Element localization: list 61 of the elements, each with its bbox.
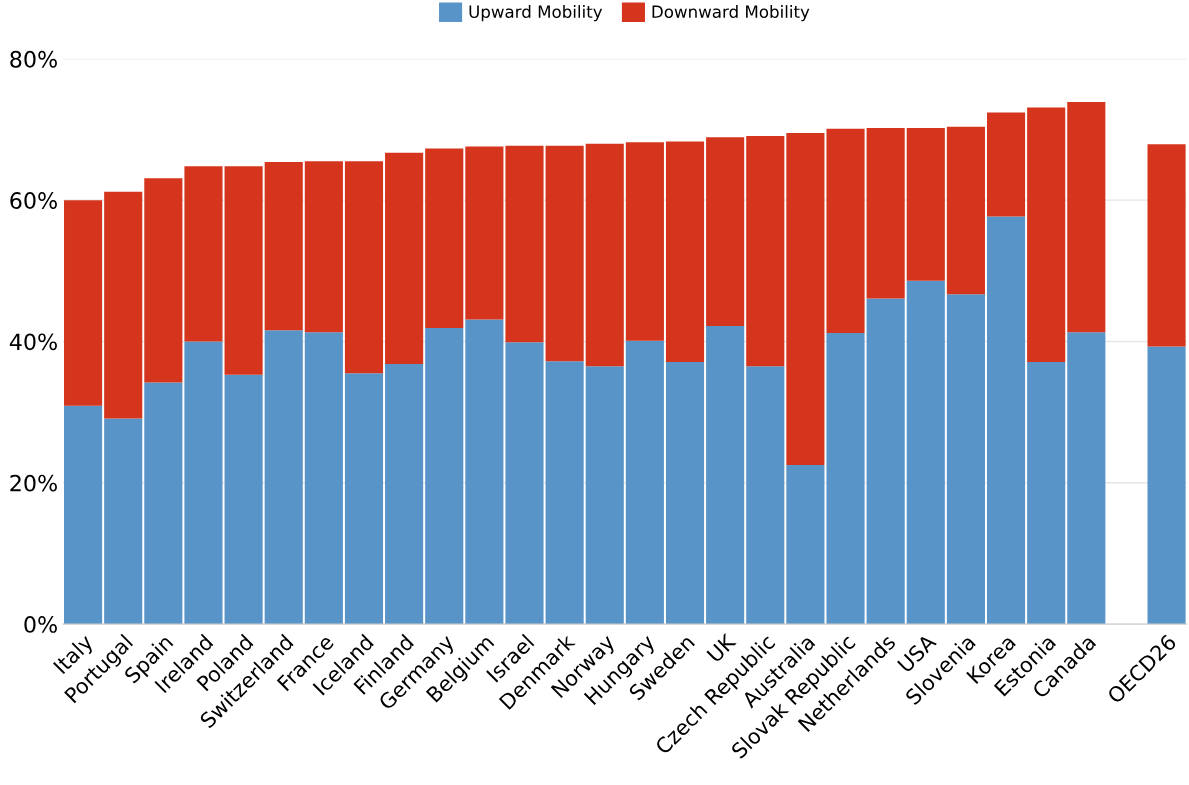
bar — [625, 340, 664, 625]
bar — [866, 128, 905, 299]
bar — [505, 342, 544, 625]
y-tick-label: 80% — [10, 50, 57, 68]
bar — [505, 145, 544, 343]
bar — [1067, 101, 1106, 333]
bar — [1147, 144, 1186, 347]
bar — [906, 280, 945, 625]
bar — [144, 178, 183, 383]
bar — [465, 146, 504, 320]
bar — [1027, 361, 1066, 625]
bar — [104, 418, 143, 625]
bar — [665, 361, 705, 625]
bar — [385, 364, 424, 625]
bar — [826, 333, 865, 625]
bar — [184, 341, 223, 625]
bar — [746, 366, 785, 625]
bar — [224, 374, 263, 625]
bar — [706, 325, 745, 625]
bar — [64, 405, 103, 625]
bar — [665, 141, 705, 362]
bar — [986, 112, 1026, 217]
bar — [465, 319, 504, 625]
y-tick-label: 20% — [10, 474, 57, 492]
legend-label: Downward Mobility — [652, 5, 810, 22]
y-tick-label: 0% — [24, 616, 57, 633]
bar — [1027, 107, 1066, 362]
bar — [64, 200, 103, 406]
bar — [344, 373, 384, 625]
y-tick-label: 40% — [9, 333, 57, 351]
bar — [545, 361, 584, 625]
bar — [425, 328, 464, 625]
bar — [545, 145, 584, 362]
bar — [264, 330, 303, 625]
bar — [304, 332, 343, 625]
bar — [264, 162, 303, 331]
bar — [104, 191, 143, 419]
legend-label: Upward Mobility — [469, 5, 603, 22]
bar — [144, 382, 183, 625]
bar — [986, 216, 1026, 625]
bar — [585, 366, 624, 625]
y-tick-label: 60% — [10, 192, 57, 209]
bar — [344, 161, 384, 374]
bar — [304, 161, 343, 333]
bar — [906, 128, 945, 281]
bar — [224, 166, 263, 375]
bar — [1147, 346, 1186, 625]
bar — [425, 148, 464, 329]
bar — [946, 294, 985, 625]
bar — [1067, 332, 1106, 625]
bar — [786, 465, 825, 625]
bar — [385, 152, 424, 365]
bar — [184, 166, 223, 342]
bar — [585, 143, 624, 367]
bar — [706, 137, 745, 326]
bar — [946, 126, 985, 295]
bar — [625, 142, 664, 341]
bar — [826, 128, 865, 333]
bar — [746, 135, 785, 367]
bar — [866, 298, 905, 625]
bar — [786, 133, 825, 466]
